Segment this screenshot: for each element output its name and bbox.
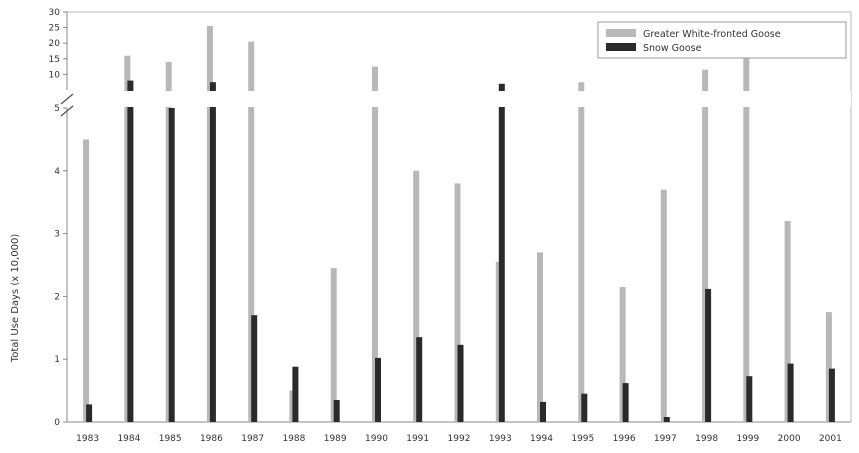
bar-white-fronted-1998 <box>702 69 709 422</box>
x-tick-2000: 2000 <box>778 434 801 444</box>
bar-snow-goose-1991 <box>416 337 423 422</box>
bar-snow-goose-1986 <box>209 82 216 422</box>
bar-snow-goose-1990 <box>375 357 381 422</box>
bar-snow-goose-2000 <box>787 363 794 422</box>
y-ticks: 0 1 2 3 4 5 10 15 20 25 30 <box>49 8 67 428</box>
y-tick-10: 10 <box>49 70 61 80</box>
legend-swatch-white-fronted <box>606 29 636 37</box>
bar-white-fronted-1984 <box>124 55 131 422</box>
x-tick-1994: 1994 <box>530 434 553 444</box>
bar-snow-goose-1988 <box>292 366 299 422</box>
x-tick-1991: 1991 <box>406 434 429 444</box>
bar-snow-goose-1989 <box>333 400 340 422</box>
x-tick-1995: 1995 <box>571 434 594 444</box>
bars-layer <box>83 26 835 423</box>
x-tick-2001: 2001 <box>819 434 842 444</box>
legend-label-white-fronted: Greater White-fronted Goose <box>643 29 781 40</box>
x-tick-1987: 1987 <box>241 434 264 444</box>
bar-white-fronted-1996 <box>619 287 626 422</box>
bar-white-fronted-1987 <box>248 41 255 422</box>
x-tick-1992: 1992 <box>448 434 471 444</box>
bar-snow-goose-1993 <box>498 83 505 423</box>
bar-snow-goose-1996 <box>622 383 629 422</box>
x-tick-1998: 1998 <box>695 434 718 444</box>
x-tick-1999: 1999 <box>736 434 759 444</box>
break-slash-lower <box>60 105 74 117</box>
bar-snow-goose-1992 <box>457 344 464 422</box>
y-tick-0: 0 <box>54 418 60 428</box>
legend-swatch-snow-goose <box>606 43 636 51</box>
y-tick-30: 30 <box>49 8 61 18</box>
bar-white-fronted-1994 <box>537 252 543 422</box>
y-tick-25: 25 <box>49 24 60 34</box>
y-tick-2: 2 <box>54 292 60 302</box>
break-gap <box>68 91 851 107</box>
x-tick-1988: 1988 <box>282 434 305 444</box>
bar-snow-goose-1987 <box>251 315 258 422</box>
bar-white-fronted-2000 <box>784 221 791 422</box>
bar-white-fronted-2001 <box>825 312 832 422</box>
x-tick-1996: 1996 <box>613 434 636 444</box>
bar-white-fronted-1995 <box>578 82 585 422</box>
x-tick-1984: 1984 <box>117 434 140 444</box>
y-tick-5: 5 <box>54 104 60 114</box>
x-tick-1986: 1986 <box>200 434 223 444</box>
x-tick-1985: 1985 <box>159 434 182 444</box>
bar-white-fronted-1989 <box>330 268 337 422</box>
legend-label-snow-goose: Snow Goose <box>643 43 702 54</box>
bar-snow-goose-1984 <box>127 80 134 422</box>
break-slash-upper <box>60 93 74 105</box>
x-tick-1990: 1990 <box>365 434 388 444</box>
bar-snow-goose-1999 <box>746 376 753 422</box>
x-tick-1983: 1983 <box>76 434 99 444</box>
bar-snow-goose-1985 <box>168 108 175 422</box>
legend-box <box>597 21 847 59</box>
bar-snow-goose-1998 <box>705 288 712 422</box>
bar-white-fronted-1992 <box>454 183 461 422</box>
bar-white-fronted-1991 <box>413 170 420 422</box>
bar-white-fronted-1999 <box>743 55 750 422</box>
bar-snow-goose-1983 <box>86 404 93 422</box>
y-tick-15: 15 <box>49 55 60 65</box>
bar-white-fronted-1997 <box>660 189 667 422</box>
bar-white-fronted-1990 <box>372 66 378 422</box>
y-tick-3: 3 <box>54 230 60 240</box>
bar-snow-goose-1995 <box>581 393 588 422</box>
y-tick-1: 1 <box>54 355 60 365</box>
legend: Greater White-fronted Goose Snow Goose <box>597 21 847 59</box>
y-tick-20: 20 <box>49 39 61 49</box>
x-tick-1993: 1993 <box>489 434 512 444</box>
axis-break <box>60 91 851 117</box>
bar-white-fronted-1983 <box>83 139 90 422</box>
y-axis-title: Total Use Days (x 10,000) <box>10 234 21 364</box>
bar-snow-goose-2001 <box>828 368 835 422</box>
bar-snow-goose-1997 <box>663 417 670 422</box>
x-tick-labels: 1983 1984 1985 1986 1987 1988 1989 1990 1991 1992… <box>76 434 842 444</box>
x-tick-1989: 1989 <box>324 434 347 444</box>
x-tick-1997: 1997 <box>654 434 677 444</box>
y-tick-4: 4 <box>54 167 60 177</box>
bar-snow-goose-1994 <box>540 401 546 422</box>
